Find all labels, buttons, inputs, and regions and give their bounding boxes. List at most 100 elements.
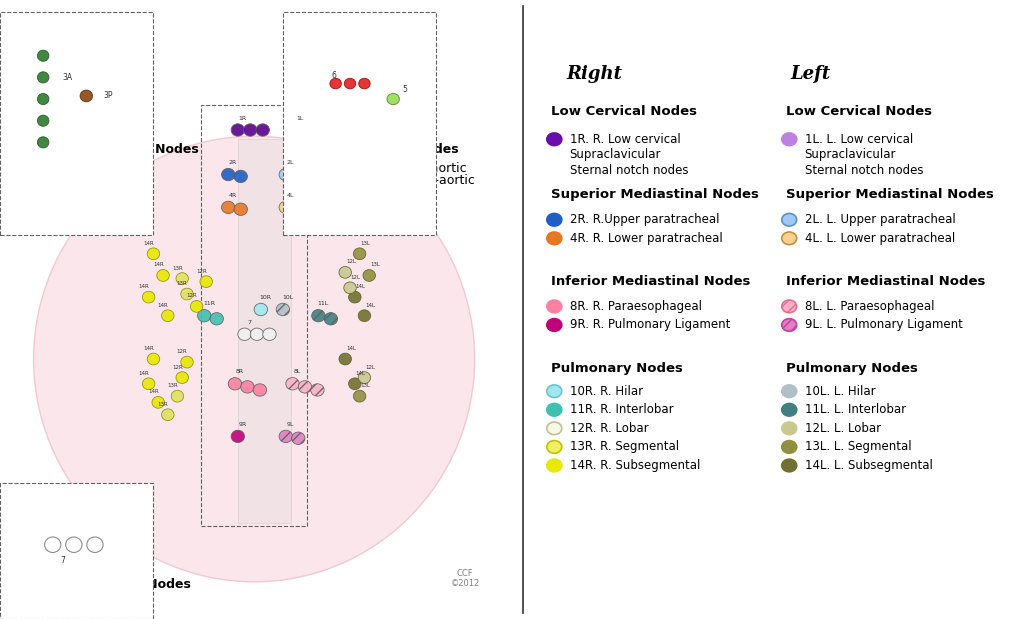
Ellipse shape	[5, 597, 19, 610]
Ellipse shape	[781, 404, 797, 416]
Ellipse shape	[547, 319, 562, 331]
Ellipse shape	[142, 378, 155, 390]
Ellipse shape	[781, 133, 797, 145]
Text: 4L. L. Lower paratracheal: 4L. L. Lower paratracheal	[805, 232, 954, 245]
Ellipse shape	[176, 272, 188, 284]
Text: Low Cervical Nodes: Low Cervical Nodes	[786, 105, 933, 118]
Text: 1R: 1R	[239, 116, 247, 121]
Ellipse shape	[244, 124, 257, 136]
Text: 13R: 13R	[158, 402, 168, 407]
Ellipse shape	[231, 124, 245, 136]
Text: Sternal notch nodes: Sternal notch nodes	[805, 163, 923, 177]
Ellipse shape	[301, 124, 314, 136]
Ellipse shape	[298, 381, 311, 393]
Text: 10R: 10R	[260, 295, 271, 300]
Ellipse shape	[339, 266, 351, 279]
Text: 8L. L. Paraesophageal: 8L. L. Paraesophageal	[805, 300, 934, 313]
Ellipse shape	[781, 300, 797, 313]
Ellipse shape	[286, 378, 299, 390]
Text: Supraclavicular: Supraclavicular	[569, 148, 662, 162]
Ellipse shape	[781, 214, 797, 226]
Text: 13L: 13L	[360, 241, 371, 246]
Text: 7: 7	[248, 320, 251, 325]
Text: 2R: 2R	[229, 160, 238, 165]
Ellipse shape	[344, 79, 355, 89]
Ellipse shape	[547, 133, 562, 145]
Ellipse shape	[339, 353, 351, 365]
Text: 8L: 8L	[294, 370, 301, 374]
Ellipse shape	[5, 162, 19, 175]
Text: 14L. L. Subsegmental: 14L. L. Subsegmental	[805, 459, 933, 472]
Ellipse shape	[387, 93, 399, 105]
Text: 13R: 13R	[177, 281, 187, 286]
Text: 3P. Retrotracheal: 3P. Retrotracheal	[27, 174, 133, 188]
Text: 6. Para-aortic: 6. Para-aortic	[391, 174, 475, 188]
Ellipse shape	[781, 385, 797, 397]
Text: 7: 7	[59, 556, 65, 565]
Ellipse shape	[147, 248, 160, 260]
Ellipse shape	[238, 328, 251, 340]
Text: Pulmonary Nodes: Pulmonary Nodes	[786, 361, 919, 375]
Ellipse shape	[547, 404, 562, 416]
Ellipse shape	[210, 313, 223, 325]
Text: 14R. R. Subsegmental: 14R. R. Subsegmental	[569, 459, 700, 472]
Ellipse shape	[228, 378, 242, 390]
Ellipse shape	[781, 232, 797, 245]
Ellipse shape	[190, 301, 203, 312]
Text: 14R: 14R	[153, 262, 164, 267]
Text: 10R. R. Hilar: 10R. R. Hilar	[569, 384, 643, 398]
Text: 14L: 14L	[346, 346, 356, 351]
Text: 12R: 12R	[177, 349, 187, 354]
Text: 12R. R. Lobar: 12R. R. Lobar	[569, 422, 648, 435]
Ellipse shape	[5, 175, 19, 187]
Ellipse shape	[142, 292, 155, 303]
Ellipse shape	[34, 136, 475, 582]
Text: CCF
©2012: CCF ©2012	[451, 569, 479, 589]
Ellipse shape	[348, 292, 361, 303]
Text: 12R: 12R	[196, 269, 207, 274]
Text: 13R: 13R	[167, 383, 178, 388]
Ellipse shape	[256, 124, 269, 136]
Text: 10L: 10L	[282, 295, 293, 300]
Text: Left: Left	[791, 65, 830, 84]
Ellipse shape	[280, 430, 293, 443]
Text: 1L: 1L	[297, 116, 304, 121]
Text: 13R: 13R	[172, 266, 183, 271]
Ellipse shape	[292, 432, 305, 444]
Ellipse shape	[353, 248, 366, 260]
Ellipse shape	[292, 170, 305, 183]
Text: 11L: 11L	[317, 301, 329, 306]
Ellipse shape	[87, 537, 103, 553]
Text: 12L: 12L	[346, 259, 356, 264]
Ellipse shape	[250, 328, 264, 340]
Ellipse shape	[781, 319, 797, 331]
Text: 9R. R. Pulmonary Ligament: 9R. R. Pulmonary Ligament	[569, 318, 730, 332]
Ellipse shape	[292, 203, 305, 215]
Ellipse shape	[330, 79, 341, 89]
Text: 14L: 14L	[355, 371, 366, 376]
Ellipse shape	[38, 72, 49, 83]
Ellipse shape	[38, 137, 49, 148]
Ellipse shape	[263, 328, 276, 340]
Ellipse shape	[276, 303, 290, 316]
Text: 12R: 12R	[172, 365, 183, 370]
Text: 1R. R. Low cervical: 1R. R. Low cervical	[569, 132, 680, 146]
Ellipse shape	[198, 310, 211, 322]
Text: 13L: 13L	[370, 262, 380, 267]
Ellipse shape	[547, 385, 562, 397]
Ellipse shape	[181, 357, 194, 368]
Bar	[238, 139, 291, 523]
Ellipse shape	[38, 115, 49, 126]
Text: 3A. Prevascular: 3A. Prevascular	[27, 162, 124, 175]
Text: 14L: 14L	[355, 284, 366, 289]
Ellipse shape	[313, 124, 327, 136]
Ellipse shape	[781, 441, 797, 453]
Text: 3P: 3P	[103, 92, 113, 100]
Text: 11R: 11R	[203, 301, 215, 306]
FancyBboxPatch shape	[0, 483, 154, 619]
Ellipse shape	[254, 303, 267, 316]
Ellipse shape	[241, 381, 254, 393]
Text: 5. Subaortic: 5. Subaortic	[391, 162, 467, 175]
Text: 2L. L. Upper paratracheal: 2L. L. Upper paratracheal	[805, 213, 955, 227]
Text: 9R: 9R	[239, 422, 247, 427]
